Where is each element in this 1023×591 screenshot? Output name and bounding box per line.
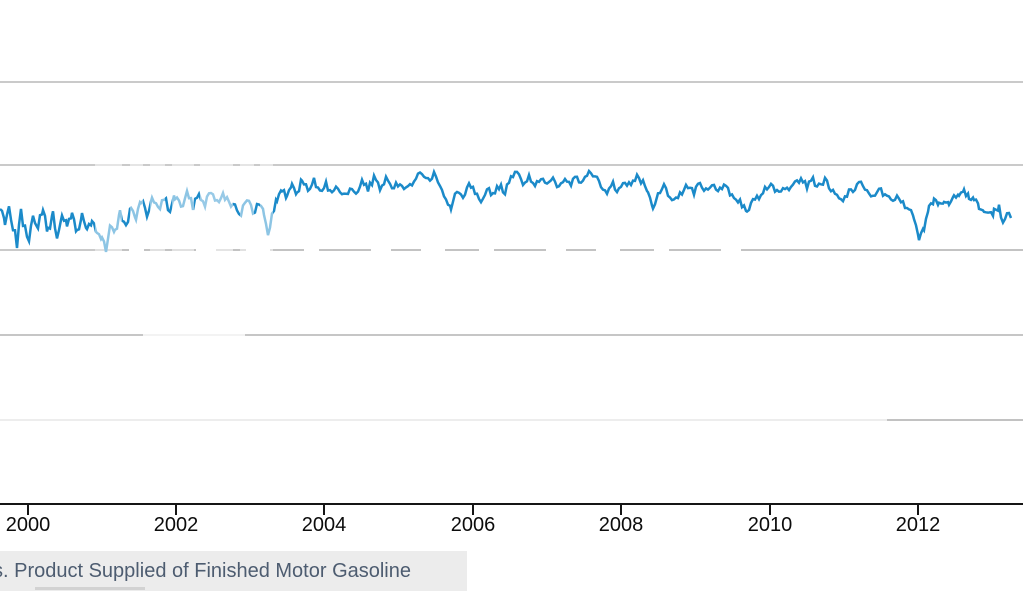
x-axis-tick-label-2004: 2004: [301, 514, 347, 536]
x-axis-tick-label-2002: 2002: [153, 514, 199, 536]
watermark-patch-4: [200, 158, 233, 260]
watermark-patch-7: [143, 330, 245, 340]
x-axis-tick-label-2008: 2008: [598, 514, 644, 536]
watermark-patch-5: [240, 158, 254, 260]
x-axis-tick-label-2012: 2012: [895, 514, 941, 536]
watermark-patch-2: [150, 158, 165, 260]
cropped-element-below-legend: [35, 587, 145, 590]
watermark-patch-3: [172, 158, 194, 260]
legend-label: s. Product Supplied of Finished Motor Ga…: [0, 559, 411, 582]
x-axis-tick-label-2000: 2000: [5, 514, 51, 536]
watermark-patch-6: [260, 158, 273, 260]
legend-item-gasoline[interactable]: s. Product Supplied of Finished Motor Ga…: [0, 551, 467, 591]
watermark-patch-1: [130, 158, 143, 260]
watermark-patch-0: [95, 158, 122, 260]
x-axis-tick-label-2010: 2010: [747, 514, 793, 536]
x-axis-tick-label-2006: 2006: [450, 514, 496, 536]
